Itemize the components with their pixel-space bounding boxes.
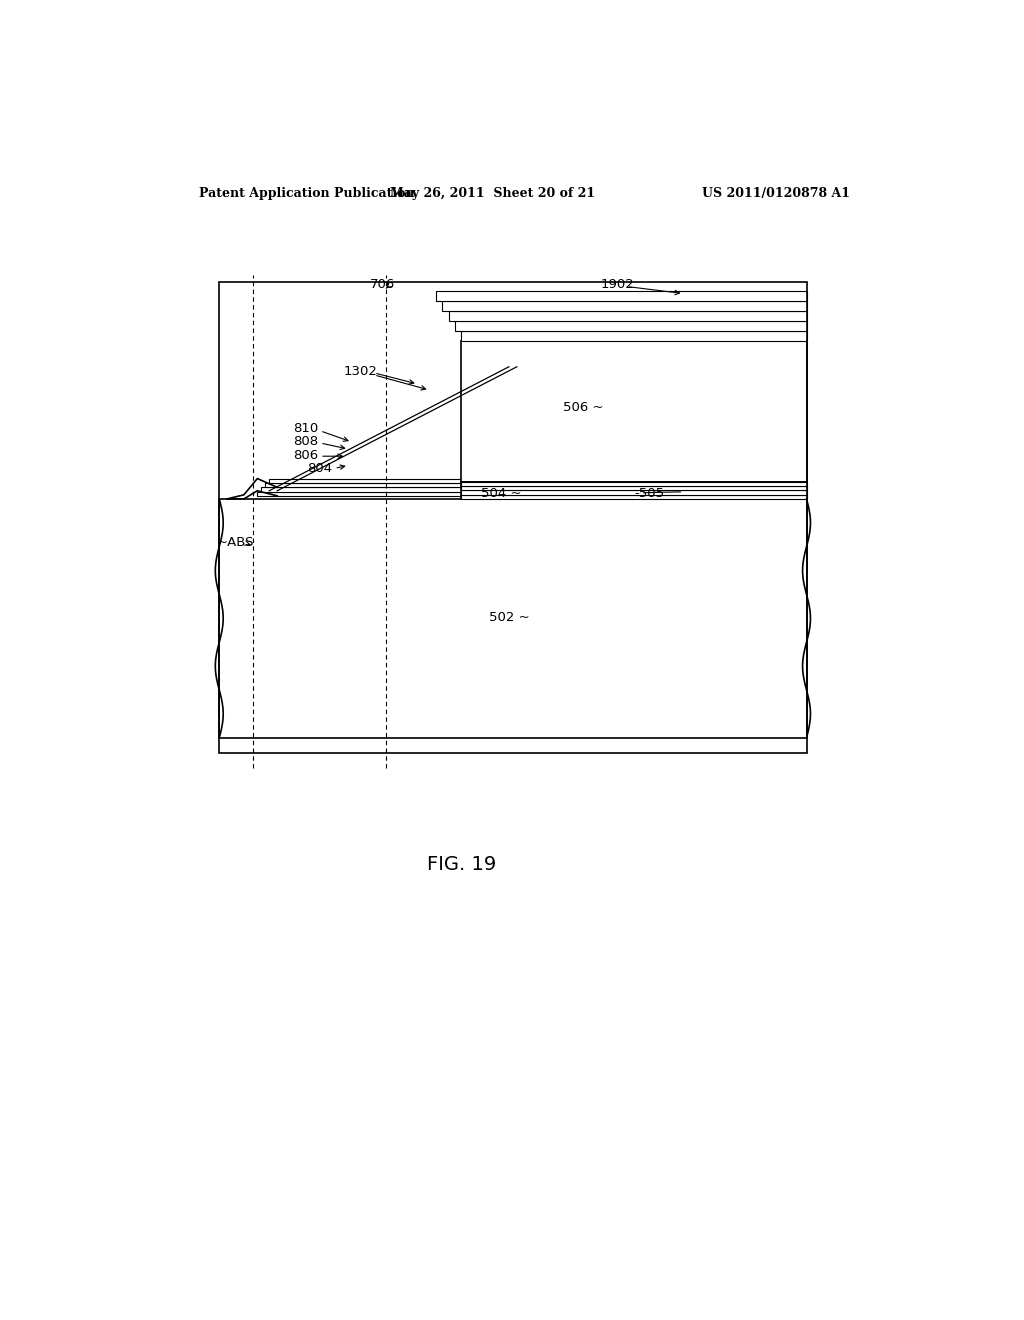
Polygon shape (442, 301, 807, 312)
Text: 806: 806 (293, 449, 318, 462)
Text: -505: -505 (634, 487, 665, 500)
Text: 1302: 1302 (344, 366, 378, 379)
Polygon shape (265, 483, 807, 490)
Text: 502 ~: 502 ~ (489, 611, 529, 624)
Text: FIG. 19: FIG. 19 (427, 855, 496, 874)
Polygon shape (261, 487, 807, 495)
Polygon shape (461, 342, 807, 482)
Text: ~ABS: ~ABS (217, 536, 254, 549)
Polygon shape (257, 491, 807, 499)
Text: 506 ~: 506 ~ (563, 401, 603, 414)
Text: US 2011/0120878 A1: US 2011/0120878 A1 (702, 187, 850, 201)
Polygon shape (455, 321, 807, 331)
Polygon shape (269, 479, 807, 486)
Text: May 26, 2011  Sheet 20 of 21: May 26, 2011 Sheet 20 of 21 (390, 187, 596, 201)
Text: 706: 706 (370, 279, 395, 290)
Polygon shape (461, 331, 807, 342)
Text: 808: 808 (293, 436, 318, 449)
Polygon shape (449, 312, 807, 321)
Polygon shape (219, 499, 807, 738)
Text: 804: 804 (307, 462, 333, 475)
Text: 1902: 1902 (600, 279, 634, 290)
Polygon shape (436, 290, 807, 301)
Text: Patent Application Publication: Patent Application Publication (200, 187, 415, 201)
Text: 810: 810 (293, 422, 318, 436)
Text: 504 ~: 504 ~ (481, 487, 522, 500)
